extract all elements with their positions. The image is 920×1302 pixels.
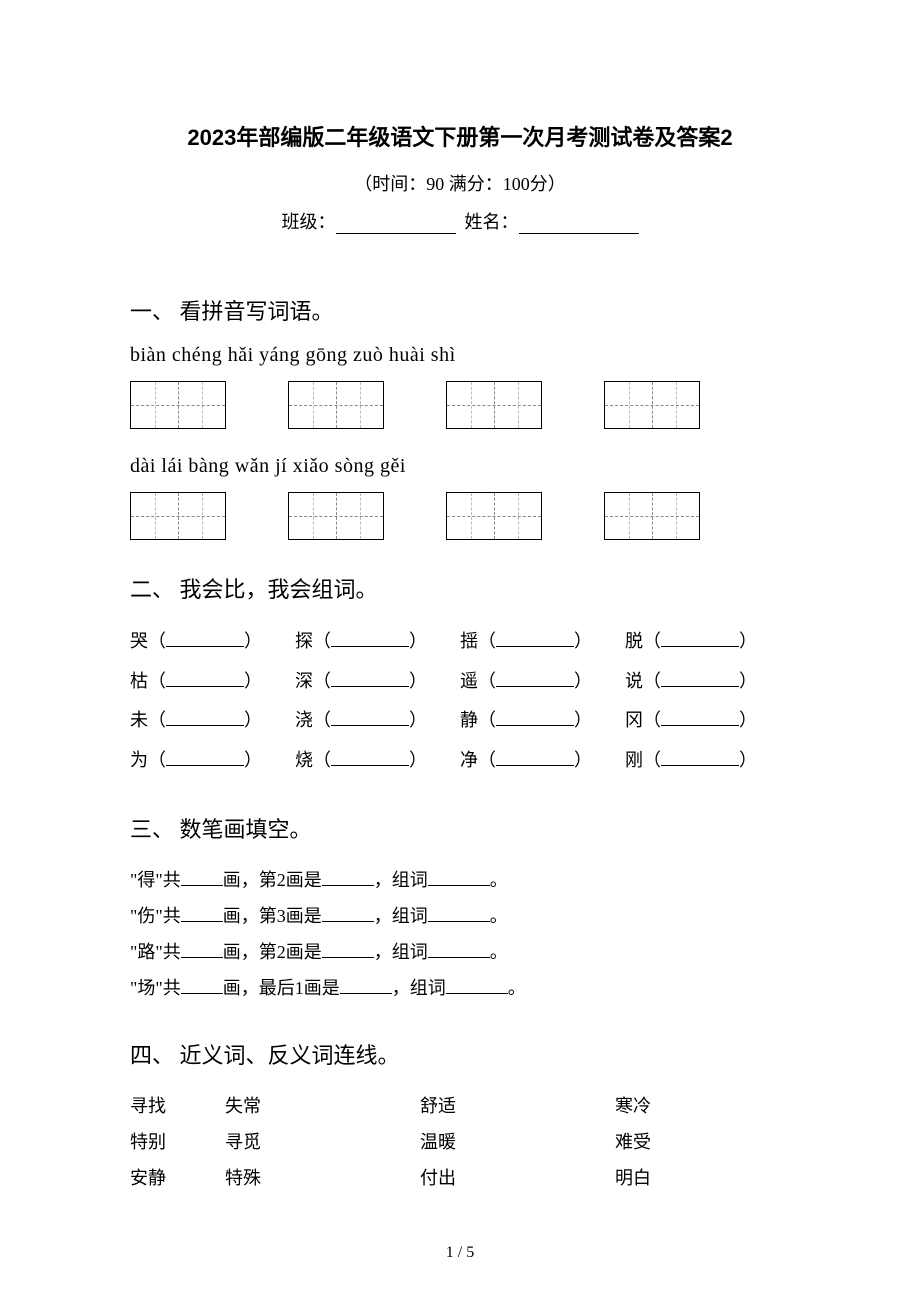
section-1-title: 一、 看拼音写词语。 [130, 294, 790, 326]
match-word: 寻觅 [225, 1124, 420, 1160]
section-4: 四、 近义词、反义词连线。 寻找 失常 舒适 寒冷 特别 寻觅 温暖 难受 安静… [130, 1038, 790, 1196]
document-title: 2023年部编版二年级语文下册第一次月考测试卷及答案2 [130, 120, 790, 152]
match-row: 特别 寻觅 温暖 难受 [130, 1124, 790, 1160]
word-item: 哭（） [130, 622, 295, 662]
section-2: 二、 我会比，我会组词。 哭（） 探（） 揺（） 脱（） 枯（） 深（） 遥（）… [130, 572, 790, 780]
blank[interactable] [322, 908, 374, 922]
word-item: 说（） [625, 662, 790, 702]
blank[interactable] [661, 673, 739, 687]
blank[interactable] [166, 712, 244, 726]
char-box[interactable] [288, 492, 384, 540]
word-row: 枯（） 深（） 遥（） 说（） [130, 662, 790, 702]
char-box[interactable] [288, 381, 384, 429]
section-2-title: 二、 我会比，我会组词。 [130, 572, 790, 604]
boxes-row-2 [130, 492, 790, 540]
blank[interactable] [331, 633, 409, 647]
match-word: 难受 [615, 1124, 790, 1160]
section-3-title: 三、 数笔画填空。 [130, 812, 790, 844]
pinyin-row-1: biàn chéng hǎi yáng gōng zuò huài shì [130, 344, 790, 367]
blank[interactable] [181, 944, 223, 958]
blank[interactable] [446, 980, 508, 994]
word-row: 哭（） 探（） 揺（） 脱（） [130, 622, 790, 662]
info-line: 班级： 姓名： [130, 208, 790, 234]
word-item: 浇（） [295, 701, 460, 741]
match-word: 寻找 [130, 1088, 225, 1124]
section-3: 三、 数笔画填空。 "得"共画，第2画是，组词。 "伤"共画，第3画是，组词。 … [130, 812, 790, 1006]
match-row: 安静 特殊 付出 明白 [130, 1160, 790, 1196]
word-row: 未（） 浇（） 静（） 冈（） [130, 701, 790, 741]
name-label: 姓名： [465, 212, 519, 232]
char-box[interactable] [446, 381, 542, 429]
char-box[interactable] [604, 492, 700, 540]
blank[interactable] [322, 872, 374, 886]
stroke-lines: "得"共画，第2画是，组词。 "伤"共画，第3画是，组词。 "路"共画，第2画是… [130, 862, 790, 1006]
match-word: 寒冷 [615, 1088, 790, 1124]
blank[interactable] [181, 908, 223, 922]
word-item: 刚（） [625, 741, 790, 781]
page-number: 1 / 5 [0, 1244, 920, 1262]
section-1: 一、 看拼音写词语。 biàn chéng hǎi yáng gōng zuò … [130, 294, 790, 540]
blank[interactable] [661, 633, 739, 647]
word-row: 为（） 烧（） 净（） 刚（） [130, 741, 790, 781]
match-word: 付出 [420, 1160, 615, 1196]
word-item: 净（） [460, 741, 625, 781]
blank[interactable] [428, 872, 490, 886]
stroke-line: "路"共画，第2画是，组词。 [130, 934, 790, 970]
word-item: 冈（） [625, 701, 790, 741]
blank[interactable] [496, 673, 574, 687]
match-row: 寻找 失常 舒适 寒冷 [130, 1088, 790, 1124]
blank[interactable] [661, 752, 739, 766]
blank[interactable] [428, 944, 490, 958]
char-box[interactable] [130, 381, 226, 429]
blank[interactable] [181, 872, 223, 886]
word-item: 枯（） [130, 662, 295, 702]
name-blank[interactable] [519, 216, 639, 234]
char-box[interactable] [130, 492, 226, 540]
stroke-line: "得"共画，第2画是，组词。 [130, 862, 790, 898]
word-item: 揺（） [460, 622, 625, 662]
match-word: 温暖 [420, 1124, 615, 1160]
char-box[interactable] [446, 492, 542, 540]
word-item: 深（） [295, 662, 460, 702]
blank[interactable] [322, 944, 374, 958]
blank[interactable] [166, 752, 244, 766]
blank[interactable] [181, 980, 223, 994]
char-box[interactable] [604, 381, 700, 429]
word-item: 遥（） [460, 662, 625, 702]
blank[interactable] [496, 712, 574, 726]
document-subtitle: （时间：90 满分：100分） [130, 170, 790, 196]
blank[interactable] [661, 712, 739, 726]
pinyin-row-2: dài lái bàng wǎn jí xiǎo sòng gěi [130, 455, 790, 478]
match-word: 特别 [130, 1124, 225, 1160]
match-word: 明白 [615, 1160, 790, 1196]
blank[interactable] [331, 752, 409, 766]
blank[interactable] [496, 633, 574, 647]
word-item: 探（） [295, 622, 460, 662]
blank[interactable] [166, 633, 244, 647]
word-item: 脱（） [625, 622, 790, 662]
blank[interactable] [496, 752, 574, 766]
match-word: 失常 [225, 1088, 420, 1124]
word-item: 未（） [130, 701, 295, 741]
blank[interactable] [331, 673, 409, 687]
class-blank[interactable] [336, 216, 456, 234]
blank[interactable] [428, 908, 490, 922]
blank[interactable] [331, 712, 409, 726]
word-item: 烧（） [295, 741, 460, 781]
stroke-line: "场"共画，最后1画是，组词。 [130, 970, 790, 1006]
word-grid: 哭（） 探（） 揺（） 脱（） 枯（） 深（） 遥（） 说（） 未（） 浇（） … [130, 622, 790, 780]
match-grid: 寻找 失常 舒适 寒冷 特别 寻觅 温暖 难受 安静 特殊 付出 明白 [130, 1088, 790, 1196]
class-label: 班级： [282, 212, 336, 232]
blank[interactable] [340, 980, 392, 994]
word-item: 为（） [130, 741, 295, 781]
stroke-line: "伤"共画，第3画是，组词。 [130, 898, 790, 934]
match-word: 安静 [130, 1160, 225, 1196]
word-item: 静（） [460, 701, 625, 741]
blank[interactable] [166, 673, 244, 687]
section-4-title: 四、 近义词、反义词连线。 [130, 1038, 790, 1070]
match-word: 特殊 [225, 1160, 420, 1196]
match-word: 舒适 [420, 1088, 615, 1124]
boxes-row-1 [130, 381, 790, 429]
